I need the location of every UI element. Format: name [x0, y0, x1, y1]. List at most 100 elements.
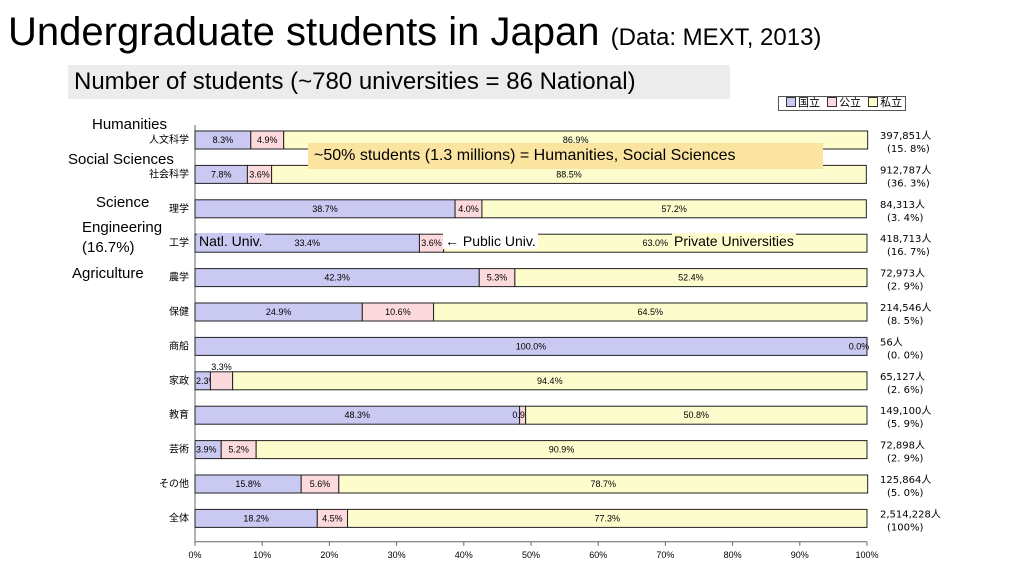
bar-value-label: 5.3%: [487, 273, 508, 283]
public-univ-label: ← Public Univ.: [443, 233, 538, 249]
total-count-label: 214,546人: [880, 302, 931, 314]
x-tick-label: 100%: [855, 550, 878, 560]
total-count-label: 56人: [880, 336, 903, 348]
legend-public: 公立: [839, 97, 862, 109]
natl-univ-label: Natl. Univ.: [197, 233, 265, 249]
bar-value-label: 52.4%: [678, 273, 704, 283]
x-tick-label: 20%: [320, 550, 338, 560]
total-share-label: (3. 4%): [887, 213, 923, 224]
bar-value-label: 15.8%: [235, 479, 261, 489]
humanities-social-annotation: ~50% students (1.3 millions) = Humanitie…: [308, 143, 823, 169]
total-count-label: 397,851人: [880, 130, 931, 142]
legend-swatch-national: [786, 97, 796, 107]
bar-value-label: 78.7%: [590, 479, 616, 489]
bar-value-label: 64.5%: [638, 307, 664, 317]
bar-segment: [338, 474, 869, 494]
bar-value-label: 57.2%: [661, 204, 687, 214]
bar-value-label: 5.2%: [228, 445, 249, 455]
bar-value-label: 38.7%: [312, 204, 338, 214]
bar-value-label: 42.3%: [324, 273, 350, 283]
bar-segment: [232, 371, 868, 391]
total-count-label: 72,898人: [880, 440, 925, 452]
legend-national: 国立: [798, 97, 820, 109]
category-en-agriculture: Agriculture: [72, 265, 144, 282]
legend-private: 私立: [880, 97, 903, 109]
bar-segment: [514, 268, 868, 288]
total-share-label: (5. 9%): [887, 419, 923, 430]
category-en-engineering: Engineering: [82, 219, 163, 236]
bar-value-label: 88.5%: [556, 169, 582, 179]
bar-value-label: 24.9%: [266, 307, 292, 317]
category-label: 家政: [169, 374, 189, 387]
bar-segment: [209, 371, 234, 391]
bar-value-label: 50.8%: [684, 410, 710, 420]
legend-swatch-public: [827, 97, 838, 107]
total-count-label: 84,313人: [880, 199, 925, 211]
title-source: (Data: MEXT, 2013): [610, 24, 822, 51]
bar-value-label: 48.3%: [345, 410, 371, 420]
total-share-label: (15. 8%): [887, 144, 930, 155]
x-tick-label: 50%: [522, 550, 540, 560]
bar-value-label: 10.6%: [385, 307, 411, 317]
category-en-social-sciences: Social Sciences: [68, 151, 174, 168]
chart-legend: 国立 公立 私立: [778, 96, 907, 111]
total-share-label: (16. 7%): [887, 247, 930, 258]
category-label: 理学: [169, 202, 189, 215]
bar-value-label: 0.9%: [512, 410, 533, 420]
private-univ-label: Private Universities: [672, 233, 796, 249]
total-share-label: (2. 9%): [887, 282, 923, 293]
engineering-share-label: (16.7%): [82, 239, 135, 256]
total-count-label: 418,713人: [880, 233, 931, 245]
x-tick-label: 40%: [455, 550, 473, 560]
category-label: 工学: [169, 236, 189, 249]
bar-value-label: 3.6%: [421, 238, 442, 248]
bar-segment: [481, 199, 867, 219]
bar-value-label: 94.4%: [537, 376, 563, 386]
bar-segment: [255, 440, 868, 460]
category-label: 商船: [169, 339, 189, 352]
category-label: 保健: [169, 305, 189, 318]
total-count-label: 125,864人: [880, 474, 931, 486]
category-en-science: Science: [96, 194, 150, 211]
bar-value-label: 0.0%: [849, 341, 870, 351]
total-count-label: 912,787人: [880, 164, 931, 176]
bar-segment: [347, 508, 868, 528]
bar-segment: [194, 336, 868, 356]
legend-swatch-private: [868, 97, 879, 107]
bar-value-label: 33.4%: [294, 238, 320, 248]
bar-value-label: 3.3%: [211, 362, 232, 372]
bar-value-label: 63.0%: [643, 238, 669, 248]
total-count-label: 72,973人: [880, 268, 925, 280]
x-tick-label: 80%: [724, 550, 742, 560]
bar-value-label: 18.2%: [243, 513, 269, 523]
x-tick-label: 60%: [589, 550, 607, 560]
x-tick-label: 70%: [656, 550, 674, 560]
bar-segment: [525, 405, 868, 425]
category-label: 芸術: [169, 443, 189, 456]
total-count-label: 65,127人: [880, 371, 925, 383]
bar-value-label: 7.8%: [211, 169, 232, 179]
bar-value-label: 90.9%: [549, 445, 575, 455]
total-share-label: (36. 3%): [887, 178, 930, 189]
category-label: 農学: [169, 271, 189, 284]
x-tick-label: 30%: [388, 550, 406, 560]
bar-value-label: 3.9%: [196, 445, 217, 455]
x-tick-label: 10%: [253, 550, 271, 560]
bar-value-label: 4.9%: [257, 135, 278, 145]
category-label: その他: [159, 477, 189, 490]
total-share-label: (2. 6%): [887, 385, 923, 396]
subtitle-box: Number of students (~780 universities = …: [68, 65, 730, 99]
total-share-label: (8. 5%): [887, 316, 923, 327]
bar-value-label: 4.0%: [458, 204, 479, 214]
category-label: 全体: [169, 511, 189, 524]
total-count-label: 2,514,228人: [880, 508, 941, 520]
bar-value-label: 5.6%: [310, 479, 331, 489]
x-tick-label: 90%: [791, 550, 809, 560]
bar-value-label: 86.9%: [563, 135, 589, 145]
total-share-label: (2. 9%): [887, 454, 923, 465]
total-count-label: 149,100人: [880, 405, 931, 417]
bar-value-label: 100.0%: [516, 341, 547, 351]
bar-value-label: 77.3%: [595, 513, 621, 523]
category-label: 教育: [169, 408, 189, 421]
